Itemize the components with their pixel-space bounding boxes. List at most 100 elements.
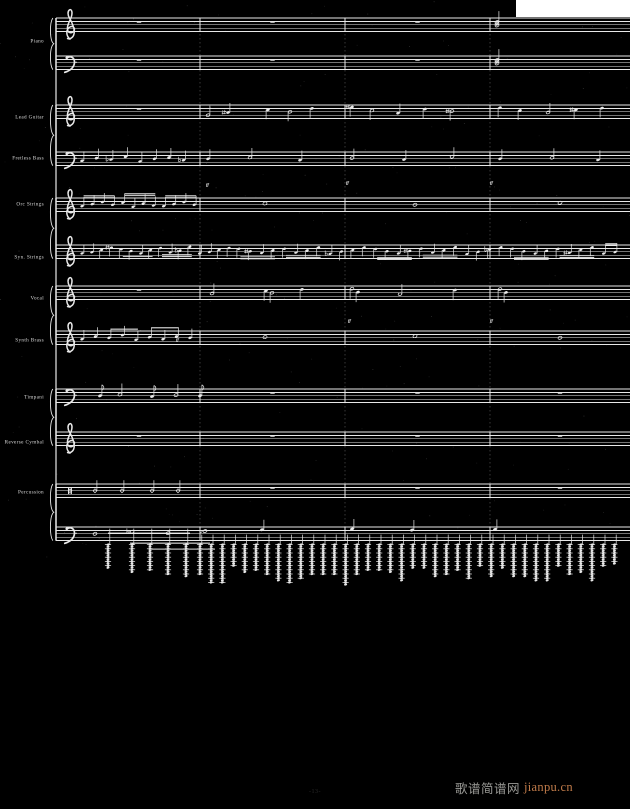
notehead xyxy=(534,543,538,546)
notehead xyxy=(556,564,560,567)
syn-strings-note xyxy=(105,245,113,257)
harp-cascade-column xyxy=(241,534,248,574)
scan-speck xyxy=(21,356,23,357)
scan-speck xyxy=(506,58,508,60)
notehead xyxy=(254,560,258,563)
accidental-flat xyxy=(174,247,178,253)
scan-speck xyxy=(407,153,409,155)
scan-speck xyxy=(608,126,610,128)
scan-speck xyxy=(626,87,628,89)
guitar-note xyxy=(545,102,551,115)
harp-cascade-column xyxy=(104,528,112,569)
syn-strings-note xyxy=(148,248,153,259)
scan-speck xyxy=(579,59,581,60)
scan-speck xyxy=(127,22,129,23)
notehead xyxy=(310,564,314,567)
notehead xyxy=(590,568,594,571)
notehead xyxy=(321,543,325,546)
scan-speck xyxy=(299,134,301,136)
scan-speck xyxy=(535,489,537,491)
notehead xyxy=(321,568,325,571)
notehead xyxy=(590,560,594,563)
notehead xyxy=(80,204,84,208)
guitar-note xyxy=(599,106,604,118)
notehead xyxy=(310,572,314,576)
harp-cascade-column xyxy=(432,534,439,578)
scan-speck xyxy=(276,252,278,254)
scan-speck xyxy=(440,116,442,118)
notehead xyxy=(321,549,325,553)
scan-speck xyxy=(556,195,558,196)
notehead xyxy=(545,249,549,253)
harp-staff-note xyxy=(199,527,208,534)
notehead xyxy=(388,562,392,565)
notehead xyxy=(534,562,538,565)
notehead xyxy=(188,245,192,249)
scan-speck xyxy=(582,88,584,89)
scan-speck xyxy=(298,382,300,384)
notehead xyxy=(276,562,280,565)
accidental-sharp xyxy=(403,248,409,253)
scan-speck xyxy=(178,521,180,523)
notehead xyxy=(366,564,370,567)
notehead xyxy=(355,551,359,555)
scan-speck xyxy=(568,443,570,445)
notehead xyxy=(232,543,236,546)
notehead xyxy=(344,564,348,567)
syn-strings-note xyxy=(373,247,378,258)
flag xyxy=(153,385,157,391)
system-brace-perc xyxy=(50,388,55,446)
staff-percussion xyxy=(56,483,630,498)
harp-cascade-column xyxy=(387,534,394,574)
notehead xyxy=(411,556,415,559)
beam xyxy=(150,548,215,550)
timpani-note xyxy=(150,385,157,398)
notehead xyxy=(433,564,437,567)
syn-strings-note xyxy=(589,246,594,257)
notehead xyxy=(545,549,549,553)
notehead xyxy=(512,549,516,553)
notehead xyxy=(493,527,497,531)
notehead xyxy=(184,564,188,567)
harp-cascade-column xyxy=(286,534,293,584)
notehead xyxy=(106,562,110,565)
notehead xyxy=(243,562,247,565)
notehead xyxy=(456,564,460,567)
notehead xyxy=(478,564,482,567)
notehead xyxy=(494,21,500,26)
notehead xyxy=(444,558,448,561)
brass-note xyxy=(120,325,125,337)
scan-speck xyxy=(446,211,447,213)
notehead xyxy=(444,547,448,550)
scan-speck xyxy=(518,263,519,265)
vocal-note xyxy=(209,283,215,296)
scan-speck xyxy=(494,500,495,502)
notehead xyxy=(220,581,224,584)
scan-speck xyxy=(139,230,140,232)
notehead xyxy=(500,566,504,569)
notehead xyxy=(243,545,247,548)
notehead xyxy=(411,545,415,548)
notehead xyxy=(110,203,115,207)
notehead xyxy=(198,556,202,559)
notehead xyxy=(198,558,202,561)
whole-rest xyxy=(270,487,275,489)
notehead xyxy=(557,335,563,340)
notehead xyxy=(148,560,152,563)
notehead xyxy=(612,562,616,565)
notehead xyxy=(377,551,381,555)
harp-cascade-column xyxy=(342,534,349,586)
notehead xyxy=(321,551,325,555)
notehead xyxy=(276,547,280,550)
scan-speck xyxy=(588,241,590,243)
beam xyxy=(122,256,153,257)
notehead xyxy=(556,553,560,557)
notehead xyxy=(254,545,258,548)
notehead xyxy=(148,566,152,569)
syn-strings-note xyxy=(453,245,457,256)
notehead xyxy=(232,558,236,561)
notehead xyxy=(579,545,583,548)
scan-speck xyxy=(416,442,418,444)
scan-speck xyxy=(436,74,438,75)
scan-speck xyxy=(79,147,81,149)
